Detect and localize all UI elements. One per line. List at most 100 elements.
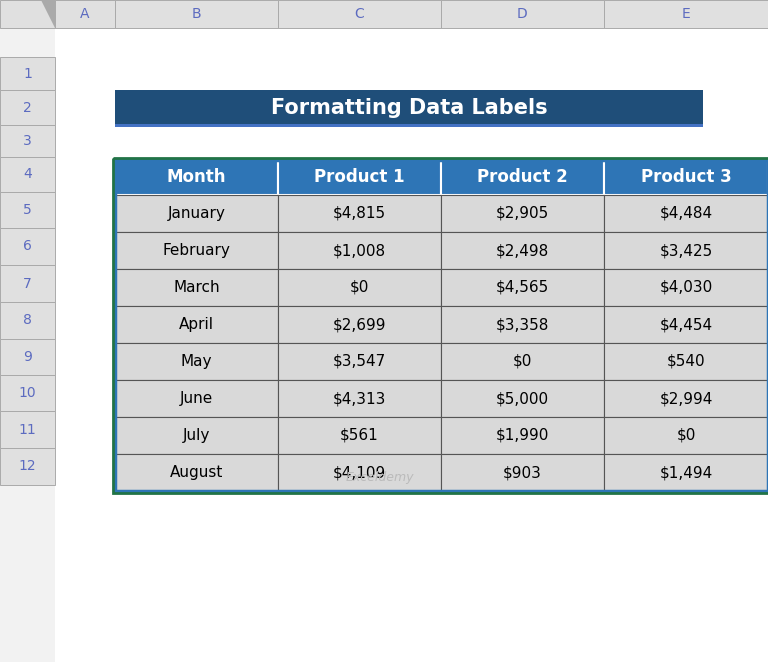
Text: C: C [355,7,364,21]
Text: $561: $561 [340,428,379,443]
Bar [0,375,55,411]
Bar [441,454,604,491]
Text: $4,565: $4,565 [496,280,549,295]
Text: 1: 1 [23,66,32,81]
Text: March: March [174,280,220,295]
Bar [441,306,604,343]
Text: $3,425: $3,425 [660,243,713,258]
Bar [115,90,703,127]
Bar [55,0,115,28]
Bar [278,306,441,343]
Text: $4,030: $4,030 [660,280,713,295]
Text: 4: 4 [23,167,32,181]
Bar [278,269,441,306]
Text: $1,494: $1,494 [660,465,713,480]
Text: 11: 11 [18,422,36,436]
Text: June: June [180,391,214,406]
Polygon shape [41,0,55,28]
Bar [0,0,55,28]
Bar [0,265,55,302]
Bar [604,343,768,380]
Bar [115,160,278,195]
Text: 6: 6 [23,240,32,254]
Text: Formatting Data Labels: Formatting Data Labels [270,97,548,117]
Text: April: April [179,317,214,332]
Text: $540: $540 [667,354,705,369]
Text: Product 2: Product 2 [477,169,568,187]
Bar [441,343,604,380]
Text: $1,008: $1,008 [333,243,386,258]
Text: 10: 10 [18,386,36,400]
Bar [0,125,55,157]
Text: $0: $0 [677,428,696,443]
Bar [0,448,55,485]
Bar [441,417,604,454]
Bar [278,160,441,195]
Bar [441,195,604,232]
Bar [115,343,278,380]
Text: $3,547: $3,547 [333,354,386,369]
Bar [604,417,768,454]
Text: $2,994: $2,994 [659,391,713,406]
Text: $903: $903 [503,465,542,480]
Bar [604,195,768,232]
Text: $4,484: $4,484 [660,206,713,221]
Bar [115,0,278,28]
Bar [604,380,768,417]
Text: $0: $0 [513,354,532,369]
Text: 7: 7 [23,277,32,291]
Text: Month: Month [167,169,227,187]
Bar [278,232,441,269]
Bar [0,192,55,228]
Text: $4,313: $4,313 [333,391,386,406]
Bar [604,160,768,195]
Bar [278,380,441,417]
Bar [278,417,441,454]
Text: January: January [167,206,226,221]
Text: $5,000: $5,000 [496,391,549,406]
Bar [0,339,55,375]
Text: Exceldemy: Exceldemy [346,471,414,485]
Text: $1,990: $1,990 [496,428,549,443]
Bar [278,454,441,491]
Text: July: July [183,428,210,443]
Text: 2: 2 [23,101,32,115]
Bar [115,269,278,306]
Text: B: B [192,7,201,21]
Text: August: August [170,465,223,480]
Text: $3,358: $3,358 [496,317,549,332]
Text: 9: 9 [23,350,32,364]
Bar [115,454,278,491]
Text: $2,498: $2,498 [496,243,549,258]
Bar [0,228,55,265]
Bar [0,411,55,448]
Bar [0,90,55,125]
Bar [115,380,278,417]
Bar [278,343,441,380]
Bar [441,269,604,306]
Bar [278,0,441,28]
Bar [441,380,604,417]
Bar [115,195,278,232]
Bar [113,158,768,493]
Text: 5: 5 [23,203,32,217]
Text: $4,454: $4,454 [660,317,713,332]
Text: February: February [163,243,230,258]
Bar [115,306,278,343]
Text: 12: 12 [18,459,36,473]
Bar [0,57,55,90]
Text: $4,815: $4,815 [333,206,386,221]
Bar [115,232,278,269]
Bar [0,157,55,192]
Bar [0,302,55,339]
Bar [115,417,278,454]
Bar [604,232,768,269]
Text: A: A [80,7,90,21]
Text: D: D [517,7,528,21]
Text: $2,905: $2,905 [496,206,549,221]
Bar [441,0,604,28]
Bar [115,160,768,491]
Text: 3: 3 [23,134,32,148]
Text: E: E [682,7,690,21]
Text: Product 3: Product 3 [641,169,731,187]
